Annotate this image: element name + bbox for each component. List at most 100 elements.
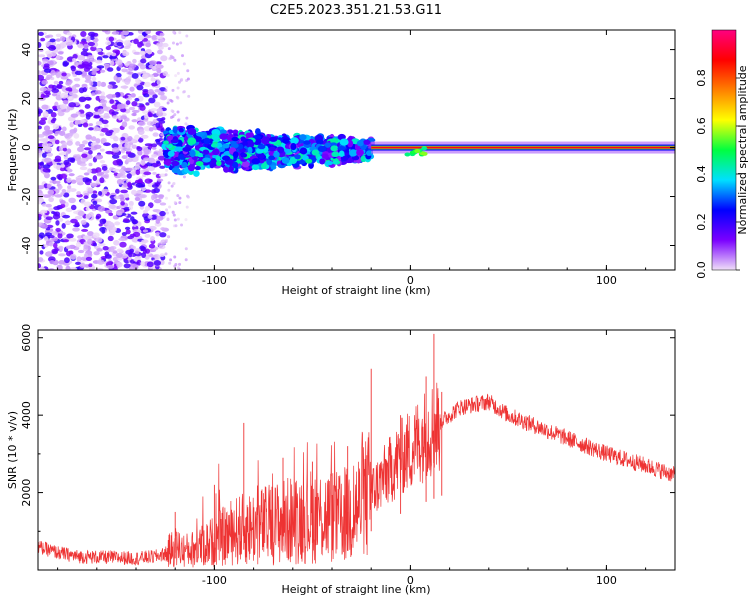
spectrogram-cell <box>80 219 87 225</box>
spectrogram-cell <box>85 111 94 118</box>
spectrogram-cell <box>128 252 133 258</box>
spectrogram-cell <box>186 77 190 81</box>
spectrogram-cell <box>231 136 240 142</box>
spectrogram-cell <box>176 86 180 90</box>
spectrogram-cell <box>47 135 55 140</box>
spectrogram-cell <box>88 263 93 268</box>
spectrogram-cell <box>83 43 89 49</box>
spectrogram-cell <box>185 205 189 209</box>
spectrogram-cell <box>101 30 109 33</box>
spectrogram-cell <box>222 143 230 149</box>
spectrogram-cell <box>137 121 146 126</box>
spectrogram-y-tick-label: 40 <box>20 43 33 57</box>
spectrogram-cell <box>321 153 329 159</box>
spectrogram-cell <box>160 55 168 62</box>
snr-y-ticks: 2000 4000 6000 <box>20 324 675 532</box>
spectrogram-cell <box>96 80 102 87</box>
spectrogram-cell <box>48 84 55 90</box>
spectrogram-cell <box>215 160 222 166</box>
spectrogram-cell <box>99 95 106 100</box>
spectrogram-cell <box>194 165 201 171</box>
spectrogram-cell <box>156 178 164 182</box>
spectrogram-cell <box>160 227 166 231</box>
spectrogram-cell <box>137 41 143 48</box>
spectrogram-cell <box>96 248 103 252</box>
spectrogram-cell <box>290 137 299 145</box>
spectrogram-cell <box>148 97 156 104</box>
spectrogram-cell <box>81 61 90 68</box>
spectrogram-cell <box>68 197 76 204</box>
spectrogram-cell <box>273 151 280 158</box>
spectrogram-cell <box>111 31 120 35</box>
spectrogram-cell <box>120 108 127 113</box>
spectrogram-cell <box>137 129 145 135</box>
spectrogram-cell <box>193 170 200 177</box>
spectrogram-cell <box>92 175 98 182</box>
spectrogram-cell <box>316 139 324 145</box>
spectrogram-cell <box>52 242 58 249</box>
spectrogram-cell <box>76 159 82 166</box>
spectrogram-cell <box>55 33 62 38</box>
spectrogram-cell <box>155 138 161 145</box>
colorbar: 0.0 0.2 0.4 0.6 0.8 Normalized spectral ampl… <box>695 29 749 279</box>
spectrogram-cell <box>164 252 168 256</box>
spectrogram-cell <box>48 44 56 51</box>
spectrogram-cell <box>49 138 54 143</box>
spectrogram-cell <box>141 187 146 192</box>
spectrogram-cell <box>421 151 428 156</box>
spectrogram-cell <box>77 146 85 153</box>
spectrogram-cell <box>87 238 93 245</box>
spectrogram-cell <box>176 194 180 198</box>
spectrogram-cell <box>178 80 182 84</box>
spectrogram-cell <box>85 256 93 261</box>
spectrogram-cell <box>42 167 51 173</box>
spectrogram-cell <box>75 141 81 146</box>
spectrogram-cell <box>65 41 73 46</box>
spectrogram-cell <box>38 70 41 75</box>
spectrogram-cell <box>105 94 113 99</box>
spectrogram-cell <box>48 196 54 203</box>
spectrogram-cell <box>215 155 221 162</box>
spectrogram-cell <box>150 254 158 258</box>
spectrogram-cell <box>65 87 73 92</box>
spectrogram-cell <box>133 38 139 45</box>
spectrogram-cell <box>187 137 197 145</box>
spectrogram-cell <box>106 67 114 72</box>
spectrogram-cell <box>182 62 186 66</box>
spectrogram-cell <box>114 221 121 226</box>
spectrogram-cell <box>115 211 123 216</box>
spectrogram-cell <box>41 152 47 158</box>
spectrogram-cell <box>173 113 177 117</box>
spectrogram-cell <box>51 230 58 236</box>
spectrogram-cell <box>82 177 90 183</box>
spectrogram-cell <box>136 146 143 152</box>
spectrogram-cell <box>135 169 141 176</box>
spectrogram-cell <box>47 189 55 196</box>
spectrogram-cell <box>115 188 120 194</box>
spectrogram-cell <box>144 178 153 184</box>
spectrogram-cell <box>331 151 340 158</box>
spectrogram-cell <box>101 119 109 124</box>
spectrogram-cell <box>87 231 94 237</box>
spectrogram-cell <box>131 119 138 123</box>
spectrogram-cell <box>51 92 58 97</box>
spectrogram-cell <box>187 164 196 172</box>
spectrogram-cell <box>180 223 184 227</box>
spectrogram-cell <box>68 250 74 256</box>
spectrogram-cell <box>38 213 42 218</box>
spectrogram-cells <box>38 30 675 270</box>
spectrogram-cell <box>55 43 62 50</box>
spectrogram-cell <box>144 205 151 212</box>
spectrogram-cell <box>339 138 349 146</box>
spectrogram-cell <box>99 148 105 152</box>
spectrogram-cell <box>131 73 139 79</box>
spectrogram-cell <box>70 65 76 72</box>
spectrogram-cell <box>125 100 131 105</box>
spectrogram-cell <box>83 201 92 207</box>
spectrogram-cell <box>124 142 130 149</box>
spectrogram-cell <box>94 59 103 64</box>
spectrogram-cell <box>117 77 123 81</box>
spectrogram-cell <box>148 60 157 66</box>
spectrogram-cell <box>155 231 160 237</box>
